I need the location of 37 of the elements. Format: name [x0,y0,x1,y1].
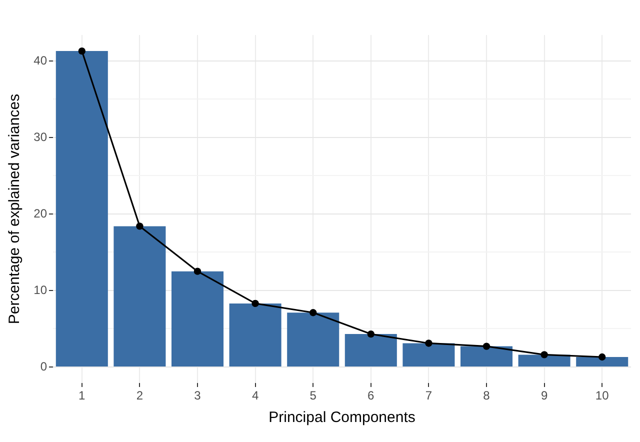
point [136,222,144,230]
x-tick-label: 6 [368,388,375,403]
bar [287,312,340,366]
y-tick-label: 20 [34,206,48,220]
bar [518,354,570,366]
point [252,300,259,308]
x-tick-label: 9 [540,388,548,403]
x-axis-title: Principal Components [268,409,416,426]
x-tick-label: 5 [310,388,317,403]
y-tick-label: 0 [40,359,48,374]
y-tick-label: 40 [34,53,48,68]
bar [114,226,166,366]
y-tick-label: 10 [34,282,48,297]
x-tick-label: 2 [136,388,144,403]
bar [460,346,513,366]
bar [56,51,108,366]
point [598,353,606,361]
x-tick-label: 8 [483,388,490,403]
point [540,351,548,358]
bar [402,343,455,366]
bar [344,334,397,366]
point [310,309,317,316]
x-tick-label: 1 [78,388,86,403]
bar [171,271,224,366]
point [194,268,202,275]
bar [576,356,628,366]
point [367,330,374,338]
point [78,47,86,55]
x-tick-label: 10 [595,388,610,403]
x-tick-label: 3 [194,388,202,403]
y-tick-label: 30 [34,130,48,144]
point [482,342,490,350]
point [425,340,432,347]
y-axis-title: Percentage of explained variances [6,94,24,324]
x-tick-label: 4 [252,388,259,403]
bar [229,303,282,366]
x-tick-label: 7 [425,388,432,403]
